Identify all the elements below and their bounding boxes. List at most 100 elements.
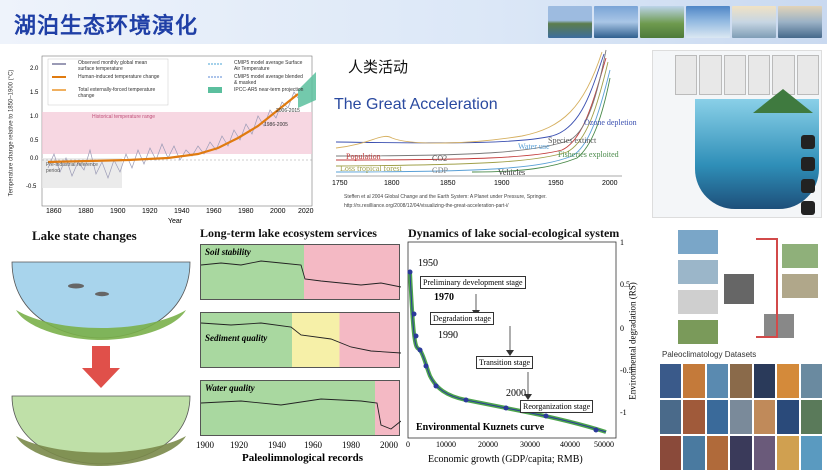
citation-line-1: Steffen et al 2004 Global Change and the… bbox=[344, 194, 547, 200]
stage-transition: Transition stage bbox=[476, 356, 534, 369]
dyn-y-tick: 0.5 bbox=[620, 280, 630, 289]
paleo-photo bbox=[782, 274, 818, 298]
dataset-tile bbox=[753, 364, 776, 398]
legend-observed: Observed monthly global mean surface tem… bbox=[78, 60, 148, 72]
paleo-datasets-title: Paleoclimatology Datasets bbox=[662, 350, 757, 359]
sediment-quality-series bbox=[201, 322, 401, 354]
dyn-x-tick: 40000 bbox=[560, 440, 580, 449]
infographic-icon bbox=[699, 55, 722, 95]
hexagon-icon bbox=[801, 201, 815, 215]
services-x-tick: 1960 bbox=[304, 440, 322, 450]
temp-y-tick: 0.5 bbox=[30, 138, 39, 144]
dataset-tile bbox=[683, 364, 705, 398]
legend-cmip-blend: CMIP5 model average blended & masked bbox=[234, 74, 303, 86]
services-x-tick: 1940 bbox=[268, 440, 286, 450]
temp-x-tick: 2020 bbox=[298, 208, 314, 215]
stage-degradation: Degradation stage bbox=[430, 312, 494, 325]
dyn-x-tick: 0 bbox=[406, 440, 410, 449]
dataset-tile bbox=[753, 400, 776, 434]
infographic-icon bbox=[723, 55, 746, 95]
stage-preliminary: Preliminary development stage bbox=[420, 276, 526, 289]
services-panel: Long-term lake ecosystem services Soil s… bbox=[196, 226, 404, 470]
service-panel-soil: Soil stability bbox=[200, 244, 401, 300]
hexagon-icon bbox=[801, 157, 815, 171]
acceleration-curves bbox=[335, 49, 622, 177]
human-induced-line bbox=[47, 93, 299, 164]
temp-x-tick: 1920 bbox=[142, 208, 158, 215]
water-quality-series bbox=[201, 398, 401, 430]
infographic-icon-row bbox=[675, 55, 819, 95]
temp-y-tick: 2.0 bbox=[30, 66, 39, 72]
hexagon-icon bbox=[801, 179, 815, 193]
paleo-datasets-mosaic bbox=[660, 364, 822, 470]
lake-cross-section bbox=[695, 99, 819, 209]
acc-x-tick: 1950 bbox=[548, 180, 564, 187]
temp-x-tick: 1960 bbox=[206, 208, 222, 215]
lake-ecosystem-infographic bbox=[652, 50, 822, 218]
legend-human: Human-induced temperature change bbox=[78, 74, 160, 80]
fish-icon bbox=[68, 283, 84, 289]
dynamics-x-axis-label: Economic growth (GDP/capita; RMB) bbox=[428, 454, 583, 465]
dynamics-panel: Dynamics of lake social-ecological syste… bbox=[406, 226, 646, 470]
human-activity-heading: 人类活动 bbox=[348, 60, 409, 76]
dataset-tile bbox=[683, 400, 705, 434]
dyn-x-tick: 10000 bbox=[436, 440, 456, 449]
temp-y-tick: 0.0 bbox=[30, 156, 39, 162]
natural-range-label: Historical temperature range bbox=[92, 114, 156, 120]
ipcc-projection bbox=[298, 72, 316, 108]
services-title: Long-term lake ecosystem services bbox=[200, 226, 377, 240]
temp-y-axis-label: Temperature change relative to 1850–1900… bbox=[8, 69, 15, 197]
dynamics-title: Dynamics of lake social-ecological syste… bbox=[408, 226, 620, 240]
dataset-tile bbox=[777, 400, 799, 434]
services-x-tick: 1980 bbox=[342, 440, 360, 450]
dataset-tile bbox=[800, 400, 822, 434]
legend-cmip-sat: CMIP5 model average Surface Air Temperat… bbox=[234, 60, 303, 72]
paleo-photo bbox=[782, 244, 818, 268]
header-photo bbox=[686, 6, 730, 38]
paleo-photo bbox=[764, 314, 794, 338]
dataset-tile bbox=[706, 436, 729, 470]
dataset-tile bbox=[683, 436, 705, 470]
paleo-photo bbox=[724, 274, 754, 304]
lake-state-title: Lake state changes bbox=[32, 228, 137, 243]
stage-reorganization: Reorganization stage bbox=[520, 400, 594, 413]
header-photo-strip bbox=[548, 6, 822, 38]
dyn-x-tick: 20000 bbox=[478, 440, 498, 449]
dyn-y-tick: 0 bbox=[620, 324, 624, 333]
dataset-tile bbox=[706, 400, 729, 434]
paleo-photo bbox=[678, 290, 718, 314]
dataset-tile bbox=[753, 436, 776, 470]
temp-y-tick: 1.5 bbox=[30, 90, 39, 96]
temp-x-tick: 1940 bbox=[174, 208, 190, 215]
dyn-y-tick: 1 bbox=[620, 238, 624, 247]
preindustrial-period-band bbox=[42, 158, 122, 188]
acc-x-tick: 2000 bbox=[602, 180, 618, 187]
services-x-tick: 2000 bbox=[380, 440, 398, 450]
soil-stability-label: Soil stability bbox=[205, 247, 251, 257]
natural-range-band bbox=[42, 112, 312, 154]
curve-label-water-use: Water use bbox=[518, 142, 550, 151]
paleo-photo bbox=[678, 320, 718, 344]
dataset-tile bbox=[660, 364, 682, 398]
flow-connector bbox=[756, 238, 778, 338]
dataset-tile bbox=[730, 364, 752, 398]
acc-x-tick: 1850 bbox=[440, 180, 456, 187]
great-acceleration-panel: 人类活动 The Great Acceleration Population C… bbox=[322, 48, 648, 218]
curve-label-ozone: Ozone depletion bbox=[584, 118, 637, 127]
curve-label-population: Population bbox=[346, 152, 381, 161]
curve-label-fisheries: Fisheries exploited bbox=[558, 150, 619, 159]
period-1986-2005: 1986-2005 bbox=[264, 122, 288, 128]
dataset-tile bbox=[777, 364, 799, 398]
temperature-chart-svg bbox=[41, 55, 316, 207]
temp-x-axis-label: Year bbox=[168, 218, 183, 225]
legend-ipcc: IPCC-AR5 near-term projection bbox=[234, 87, 304, 93]
kuznets-chart bbox=[407, 241, 617, 439]
legend-total: Total externally-forced temperature chan… bbox=[78, 87, 156, 99]
dataset-tile bbox=[706, 364, 729, 398]
water-quality-label: Water quality bbox=[205, 383, 255, 393]
acc-x-tick: 1750 bbox=[332, 180, 348, 187]
acc-x-tick: 1800 bbox=[384, 180, 400, 187]
period-2006-2015: 2006-2015 bbox=[276, 108, 300, 114]
curve-label-vehicles: Vehicles bbox=[498, 168, 526, 177]
